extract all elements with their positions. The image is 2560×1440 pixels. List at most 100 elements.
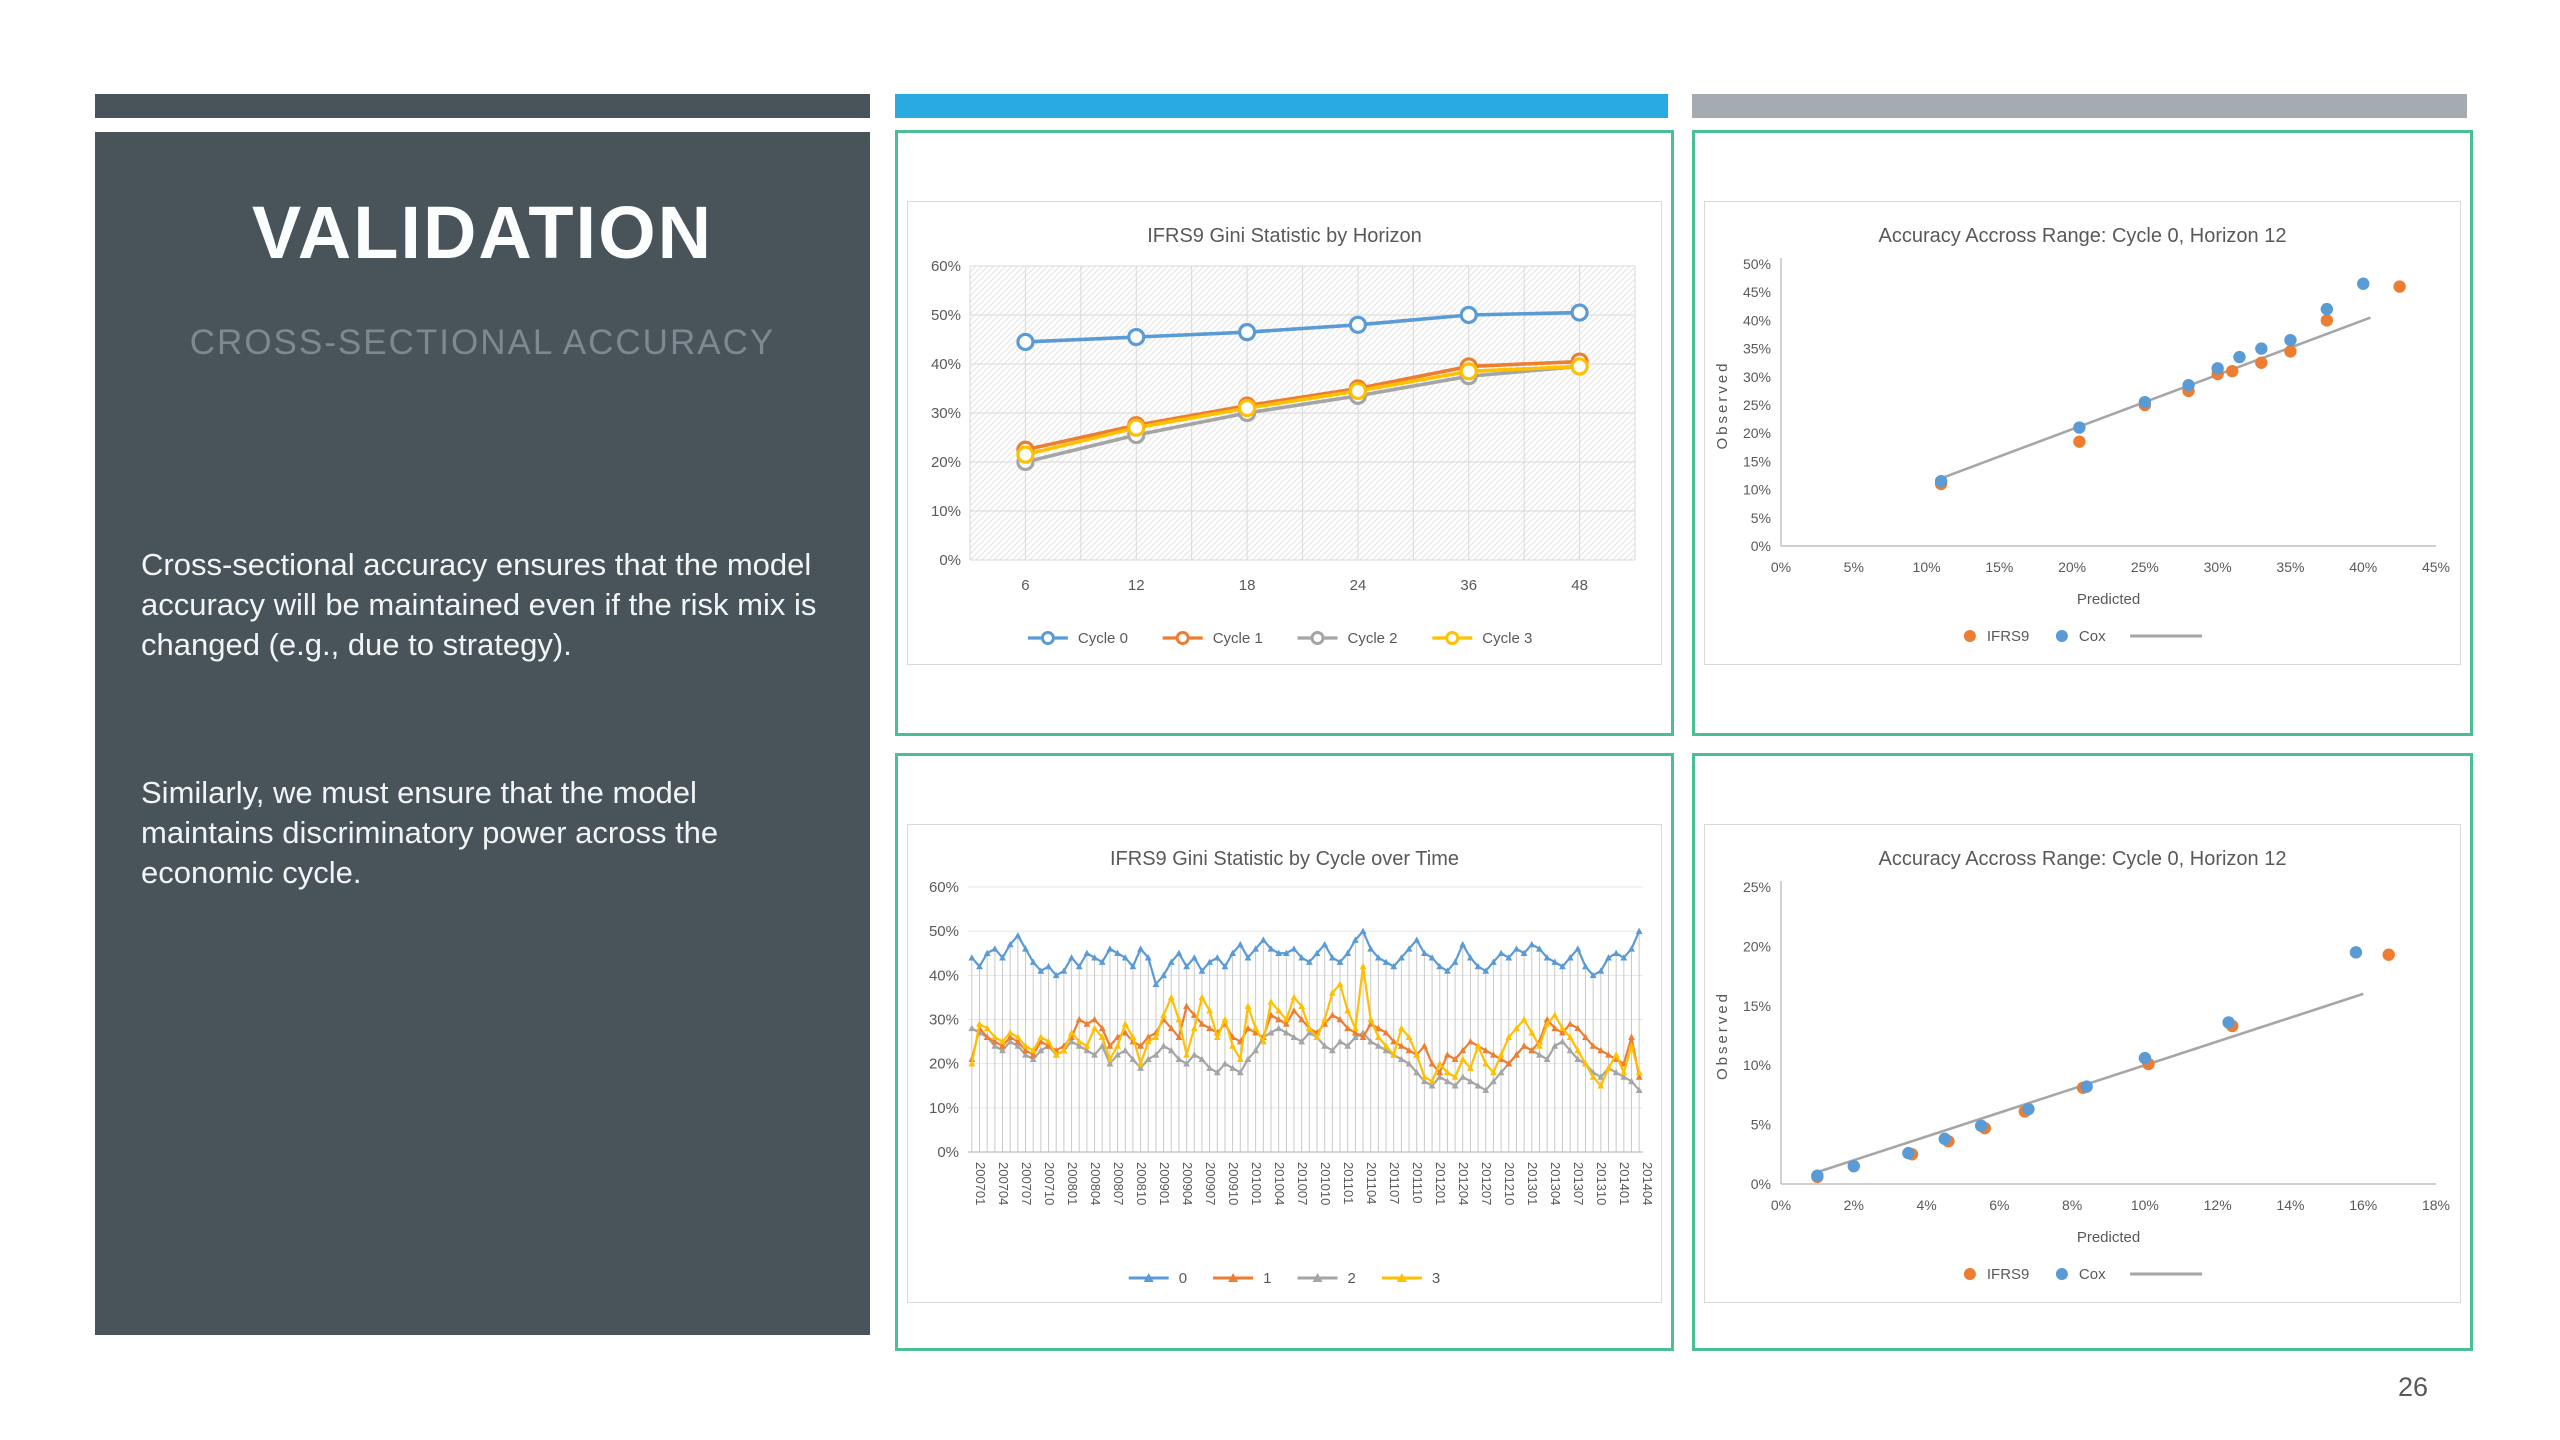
svg-text:45%: 45% bbox=[2422, 559, 2450, 575]
svg-text:200704: 200704 bbox=[996, 1162, 1011, 1205]
svg-text:IFRS9: IFRS9 bbox=[1987, 628, 2030, 645]
svg-text:201104: 201104 bbox=[1364, 1162, 1379, 1204]
body-paragraph-1: Cross-sectional accuracy ensures that th… bbox=[141, 547, 817, 662]
svg-text:IFRS9: IFRS9 bbox=[1987, 1266, 2030, 1283]
svg-text:Predicted: Predicted bbox=[2077, 591, 2140, 608]
svg-text:3: 3 bbox=[1432, 1270, 1440, 1287]
svg-text:35%: 35% bbox=[2276, 559, 2304, 575]
svg-text:5%: 5% bbox=[1844, 559, 1864, 575]
svg-text:201107: 201107 bbox=[1387, 1162, 1402, 1204]
svg-text:200707: 200707 bbox=[1019, 1162, 1034, 1205]
svg-text:10%: 10% bbox=[2131, 1197, 2159, 1213]
sidebar: VALIDATION CROSS-SECTIONAL ACCURACY Cros… bbox=[95, 132, 870, 1335]
body-paragraph-2: Similarly, we must ensure that the model… bbox=[141, 774, 719, 890]
chart-area-gini-by-horizon: IFRS9 Gini Statistic by Horizon 0% 10% 20% 3… bbox=[907, 201, 1662, 665]
svg-text:14%: 14% bbox=[2276, 1197, 2304, 1213]
svg-text:45%: 45% bbox=[1743, 284, 1771, 300]
svg-text:50%: 50% bbox=[1743, 256, 1771, 272]
svg-text:201301: 201301 bbox=[1525, 1162, 1540, 1205]
svg-text:20%: 20% bbox=[929, 1056, 959, 1073]
svg-text:10%: 10% bbox=[931, 503, 961, 520]
svg-text:200710: 200710 bbox=[1042, 1162, 1057, 1205]
middle-accent-bar bbox=[895, 94, 1668, 118]
svg-text:40%: 40% bbox=[2349, 559, 2377, 575]
svg-text:Cycle 2: Cycle 2 bbox=[1348, 630, 1398, 647]
svg-text:5%: 5% bbox=[1751, 510, 1771, 526]
sidebar-accent-bar bbox=[95, 94, 870, 118]
chart-area-accuracy-range-top: Accuracy Accross Range: Cycle 0, Horizon… bbox=[1704, 201, 2461, 665]
svg-text:201310: 201310 bbox=[1594, 1162, 1609, 1205]
svg-text:18: 18 bbox=[1239, 577, 1256, 594]
svg-text:18%: 18% bbox=[2422, 1197, 2450, 1213]
slide-title: VALIDATION bbox=[251, 191, 714, 274]
gini-by-horizon-chart: IFRS9 Gini Statistic by Horizon 0% 10% 20% 3… bbox=[931, 225, 1636, 647]
svg-text:40%: 40% bbox=[929, 967, 959, 984]
svg-text:30%: 30% bbox=[929, 1012, 959, 1029]
svg-text:5%: 5% bbox=[1751, 1117, 1771, 1133]
svg-text:201007: 201007 bbox=[1295, 1162, 1310, 1205]
svg-text:Cycle 0: Cycle 0 bbox=[1078, 630, 1128, 647]
svg-text:200901: 200901 bbox=[1157, 1162, 1172, 1205]
svg-text:10%: 10% bbox=[1743, 1057, 1771, 1073]
svg-text:Accuracy Accross Range: Cycle: Accuracy Accross Range: Cycle 0, Horizon… bbox=[1879, 225, 2287, 247]
svg-text:15%: 15% bbox=[1743, 453, 1771, 469]
svg-text:48: 48 bbox=[1571, 577, 1588, 594]
svg-text:200804: 200804 bbox=[1088, 1162, 1103, 1205]
accuracy-range-top-chart: Accuracy Accross Range: Cycle 0, Horizon… bbox=[1714, 225, 2450, 645]
svg-text:201204: 201204 bbox=[1456, 1162, 1471, 1205]
svg-text:2: 2 bbox=[1348, 1270, 1356, 1287]
svg-text:IFRS9 Gini Statistic by Cycle: IFRS9 Gini Statistic by Cycle over Time bbox=[1110, 848, 1459, 870]
svg-text:Observed: Observed bbox=[1714, 360, 1731, 449]
svg-text:0%: 0% bbox=[939, 552, 961, 569]
svg-text:1: 1 bbox=[1263, 1270, 1271, 1287]
slide-subtitle: CROSS-SECTIONAL ACCURACY bbox=[189, 323, 776, 362]
svg-text:201401: 201401 bbox=[1617, 1162, 1632, 1205]
svg-text:10%: 10% bbox=[1743, 482, 1771, 498]
svg-text:20%: 20% bbox=[1743, 425, 1771, 441]
svg-text:10%: 10% bbox=[1913, 559, 1941, 575]
svg-text:200701: 200701 bbox=[973, 1162, 988, 1205]
svg-text:10%: 10% bbox=[929, 1100, 959, 1117]
svg-text:201004: 201004 bbox=[1272, 1162, 1287, 1205]
svg-text:200907: 200907 bbox=[1203, 1162, 1218, 1205]
svg-text:50%: 50% bbox=[929, 923, 959, 940]
svg-text:200810: 200810 bbox=[1134, 1162, 1149, 1205]
chart-panel-gini-over-time: IFRS9 Gini Statistic by Cycle over Time 0… bbox=[895, 753, 1674, 1351]
chart-panel-accuracy-range-bottom: Accuracy Accross Range: Cycle 0, Horizon… bbox=[1692, 753, 2473, 1351]
svg-text:25%: 25% bbox=[1743, 879, 1771, 895]
svg-text:15%: 15% bbox=[1743, 998, 1771, 1014]
svg-text:60%: 60% bbox=[931, 258, 961, 275]
svg-text:4%: 4% bbox=[1916, 1197, 1936, 1213]
svg-text:201010: 201010 bbox=[1318, 1162, 1333, 1205]
svg-text:6%: 6% bbox=[1989, 1197, 2009, 1213]
chart-panel-gini-by-horizon: IFRS9 Gini Statistic by Horizon 0% 10% 20% 3… bbox=[895, 130, 1674, 736]
svg-text:36: 36 bbox=[1460, 577, 1477, 594]
svg-text:0%: 0% bbox=[1751, 538, 1771, 554]
svg-text:25%: 25% bbox=[1743, 397, 1771, 413]
svg-text:201201: 201201 bbox=[1433, 1162, 1448, 1205]
svg-text:24: 24 bbox=[1350, 577, 1367, 594]
svg-text:Cox: Cox bbox=[2079, 628, 2106, 645]
svg-text:200910: 200910 bbox=[1226, 1162, 1241, 1205]
accuracy-range-bottom-chart: Accuracy Accross Range: Cycle 0, Horizon… bbox=[1714, 848, 2450, 1283]
right-accent-bar bbox=[1692, 94, 2467, 118]
page-number: 26 bbox=[2397, 1372, 2428, 1402]
svg-text:30%: 30% bbox=[2204, 559, 2232, 575]
svg-text:0%: 0% bbox=[1751, 1176, 1771, 1192]
svg-text:16%: 16% bbox=[2349, 1197, 2377, 1213]
svg-text:IFRS9 Gini Statistic by Horizo: IFRS9 Gini Statistic by Horizon bbox=[1147, 225, 1422, 247]
svg-text:20%: 20% bbox=[1743, 938, 1771, 954]
svg-text:20%: 20% bbox=[2058, 559, 2086, 575]
svg-text:201404: 201404 bbox=[1640, 1162, 1655, 1205]
svg-text:Cycle 3: Cycle 3 bbox=[1482, 630, 1532, 647]
gini-over-time-chart: IFRS9 Gini Statistic by Cycle over Time 0… bbox=[929, 848, 1655, 1287]
svg-text:200807: 200807 bbox=[1111, 1162, 1126, 1205]
svg-text:200904: 200904 bbox=[1180, 1162, 1195, 1205]
svg-text:30%: 30% bbox=[1743, 369, 1771, 385]
chart-area-accuracy-range-bottom: Accuracy Accross Range: Cycle 0, Horizon… bbox=[1704, 824, 2461, 1303]
svg-text:6: 6 bbox=[1021, 577, 1029, 594]
svg-text:35%: 35% bbox=[1743, 341, 1771, 357]
svg-text:201101: 201101 bbox=[1341, 1162, 1356, 1204]
svg-text:8%: 8% bbox=[2062, 1197, 2082, 1213]
svg-text:25%: 25% bbox=[2131, 559, 2159, 575]
